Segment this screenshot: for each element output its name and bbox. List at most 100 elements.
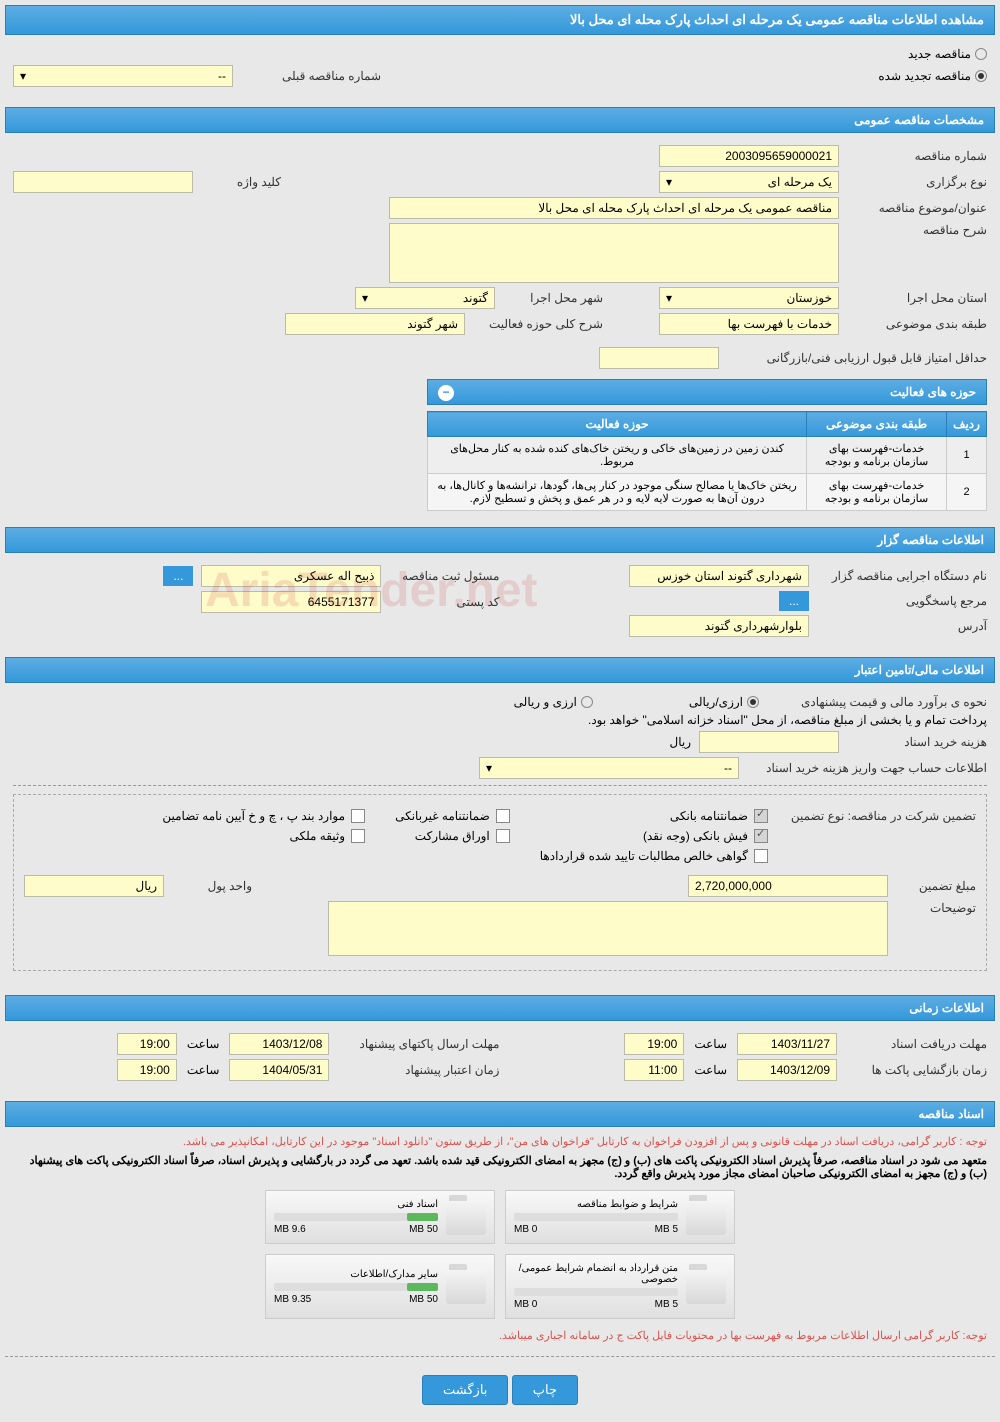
collapse-icon[interactable]: −: [438, 385, 454, 401]
time-label-2: ساعت: [187, 1037, 220, 1051]
doc-notice-2: متعهد می شود در اسناد مناقصه، صرفاً پذیر…: [13, 1154, 987, 1180]
radio-rial[interactable]: ارزی/ریالی: [689, 695, 759, 709]
chk-g4[interactable]: [754, 829, 768, 843]
unit-label: واحد پول: [172, 879, 252, 893]
file-box[interactable]: شرایط و ضوابط مناقصه 5 MB 0 MB: [505, 1190, 735, 1244]
doc-fee-unit: ریال: [669, 735, 691, 749]
radio-renewed-label: مناقصه تجدید شده: [878, 69, 971, 83]
folder-icon: [686, 1200, 726, 1235]
category-field: خدمات با فهرست بها: [659, 313, 839, 335]
type-select[interactable]: یک مرحله ای: [659, 171, 839, 193]
section-documents: اسناد مناقصه: [5, 1101, 995, 1127]
chk-g3[interactable]: [351, 809, 365, 823]
file-used: 9.35 MB: [274, 1294, 311, 1305]
section-financial: اطلاعات مالی/تامین اعتبار: [5, 657, 995, 683]
chk-g7[interactable]: [754, 849, 768, 863]
th-row: ردیف: [947, 412, 987, 437]
open-date: 1403/12/09: [737, 1059, 837, 1081]
validity-date: 1404/05/31: [229, 1059, 329, 1081]
submit-date: 1403/12/08: [229, 1033, 329, 1055]
page-title: مشاهده اطلاعات مناقصه عمومی یک مرحله ای …: [5, 5, 995, 35]
file-used: 9.6 MB: [274, 1224, 306, 1235]
org-name-field: شهرداری گتوند استان خوزس: [629, 565, 809, 587]
desc-field[interactable]: [389, 223, 839, 283]
chk-g6[interactable]: [351, 829, 365, 843]
doc-notice-1: توجه : کاربر گرامی، دریافت اسناد در مهلت…: [13, 1135, 987, 1148]
category-label: طبقه بندی موضوعی: [847, 317, 987, 331]
submit-label: مهلت ارسال پاکتهای پیشنهاد: [339, 1037, 499, 1051]
province-label: استان محل اجرا: [847, 291, 987, 305]
file-box[interactable]: اسناد فنی 50 MB 9.6 MB: [265, 1190, 495, 1244]
amount-field: 2,720,000,000: [688, 875, 888, 897]
chk-g1[interactable]: [754, 809, 768, 823]
desc-label: شرح مناقصه: [847, 223, 987, 237]
guarantee-label: تضمین شرکت در مناقصه: نوع تضمین: [776, 809, 976, 823]
activity-desc-field: شهر گتوند: [285, 313, 465, 335]
account-label: اطلاعات حساب جهت واریز هزینه خرید اسناد: [747, 761, 987, 775]
contact-more-button[interactable]: ...: [779, 591, 809, 611]
section-general: مشخصات مناقصه عمومی: [5, 107, 995, 133]
postal-field: 6455171377: [201, 591, 381, 613]
open-time: 11:00: [624, 1059, 684, 1081]
print-button[interactable]: چاپ: [512, 1375, 578, 1405]
time-label-1: ساعت: [694, 1037, 727, 1051]
type-label: نوع برگزاری: [847, 175, 987, 189]
radio-renewed-tender[interactable]: مناقصه تجدید شده: [878, 69, 987, 83]
activity-table: ردیف طبقه بندی موضوعی حوزه فعالیت 1خدمات…: [427, 411, 987, 511]
doc-fee-label: هزینه خرید اسناد: [847, 735, 987, 749]
address-field: بلوارشهرداری گتوند: [629, 615, 809, 637]
min-score-field[interactable]: [599, 347, 719, 369]
city-label: شهر محل اجرا: [503, 291, 603, 305]
number-label: شماره مناقصه: [847, 149, 987, 163]
section-timing: اطلاعات زمانی: [5, 995, 995, 1021]
folder-icon: [686, 1269, 726, 1304]
file-total: 50 MB: [409, 1294, 438, 1305]
validity-time: 19:00: [117, 1059, 177, 1081]
notes-label: توضیحات: [896, 901, 976, 915]
amount-label: مبلغ تضمین: [896, 879, 976, 893]
radio-rial-curr[interactable]: ارزی و ریالی: [514, 695, 593, 709]
province-select[interactable]: خوزستان: [659, 287, 839, 309]
account-select[interactable]: --: [479, 757, 739, 779]
folder-icon: [446, 1269, 486, 1304]
file-box[interactable]: متن قرارداد به انضمام شرایط عمومی/خصوصی …: [505, 1254, 735, 1319]
file-title: اسناد فنی: [274, 1199, 438, 1210]
file-total: 5 MB: [655, 1299, 678, 1310]
chk-g2[interactable]: [496, 809, 510, 823]
estimate-label: نحوه ی برآورد مالی و قیمت پیشنهادی: [767, 695, 987, 709]
file-title: شرایط و ضوابط مناقصه: [514, 1199, 678, 1210]
responsible-more-button[interactable]: ...: [163, 566, 193, 586]
min-score-label: حداقل امتیاز قابل قبول ارزیابی فنی/بازرگ…: [727, 351, 987, 365]
file-title: متن قرارداد به انضمام شرایط عمومی/خصوصی: [514, 1263, 678, 1285]
doc-fee-field[interactable]: [699, 731, 839, 753]
doc-deadline-time: 19:00: [624, 1033, 684, 1055]
time-label-4: ساعت: [187, 1063, 220, 1077]
radio-new-tender[interactable]: مناقصه جدید: [908, 47, 987, 61]
unit-field: ریال: [24, 875, 164, 897]
number-field: 2003095659000021: [659, 145, 839, 167]
chk-g5[interactable]: [496, 829, 510, 843]
file-used: 0 MB: [514, 1299, 537, 1310]
time-label-3: ساعت: [694, 1063, 727, 1077]
notes-field[interactable]: [328, 901, 888, 956]
back-button[interactable]: بازگشت: [422, 1375, 508, 1405]
doc-deadline-label: مهلت دریافت اسناد: [847, 1037, 987, 1051]
file-box[interactable]: سایر مدارک/اطلاعات 50 MB 9.35 MB: [265, 1254, 495, 1319]
activity-desc-label: شرح کلی حوزه فعالیت: [473, 317, 603, 331]
validity-label: زمان اعتبار پیشنهاد: [339, 1063, 499, 1077]
open-label: زمان بازگشایی پاکت ها: [847, 1063, 987, 1077]
th-category: طبقه بندی موضوعی: [807, 412, 947, 437]
file-title: سایر مدارک/اطلاعات: [274, 1269, 438, 1280]
file-used: 0 MB: [514, 1224, 537, 1235]
city-select[interactable]: گتوند: [355, 287, 495, 309]
address-label: آدرس: [817, 619, 987, 633]
section-organizer: اطلاعات مناقصه گزار: [5, 527, 995, 553]
prev-number-select[interactable]: --: [13, 65, 233, 87]
subject-label: عنوان/موضوع مناقصه: [847, 201, 987, 215]
doc-deadline-date: 1403/11/27: [737, 1033, 837, 1055]
th-activity: حوزه فعالیت: [428, 412, 807, 437]
section-activities: حوزه های فعالیت −: [427, 379, 987, 405]
keyword-field[interactable]: [13, 171, 193, 193]
prev-number-label: شماره مناقصه قبلی: [241, 69, 381, 83]
contact-label: مرجع پاسخگویی: [817, 594, 987, 608]
